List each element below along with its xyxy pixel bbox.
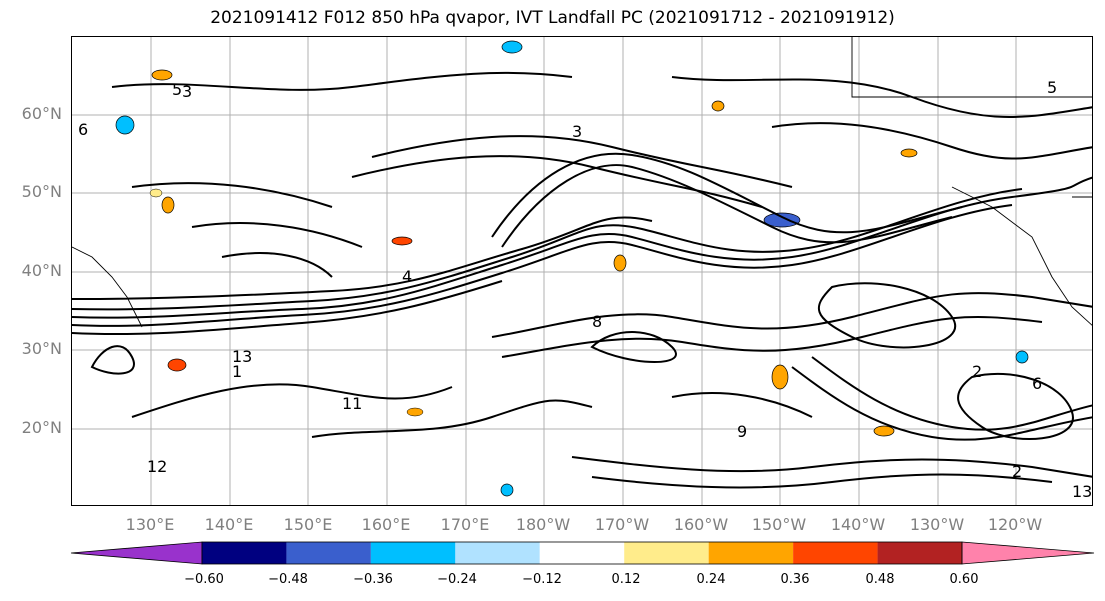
contour-label: 9 bbox=[737, 422, 747, 441]
colorbar-tick: 0.48 bbox=[865, 572, 895, 587]
contour-labels: 3 5 6 2 4 3 8 13 11 9 12 13 2 6 5 1 bbox=[78, 78, 1092, 501]
colorbar-tick: −0.24 bbox=[437, 572, 477, 587]
colorbar-segment bbox=[455, 542, 540, 564]
colorbar-segment bbox=[624, 542, 709, 564]
lon-label-140w: 140°W bbox=[830, 515, 886, 534]
contour-label: 5 bbox=[172, 80, 182, 99]
colorbar-tick: −0.36 bbox=[353, 572, 393, 587]
lon-label-150e: 150°E bbox=[283, 515, 333, 534]
lat-label-30: 30°N bbox=[21, 339, 62, 358]
map-panel: 3 5 6 2 4 3 8 13 11 9 12 13 2 6 5 1 bbox=[71, 36, 1093, 506]
lon-label-170w: 170°W bbox=[594, 515, 650, 534]
colorbar-segment bbox=[793, 542, 878, 564]
colorbar-extend-high bbox=[961, 541, 1095, 565]
contour-label: 13 bbox=[1072, 482, 1092, 501]
colorbar-tick: 0.12 bbox=[611, 572, 641, 587]
lon-label-140e: 140°E bbox=[204, 515, 254, 534]
contour-map: 3 5 6 2 4 3 8 13 11 9 12 13 2 6 5 1 bbox=[72, 37, 1092, 505]
contour-label: 5 bbox=[1047, 78, 1057, 97]
colorbar-segments bbox=[70, 541, 1095, 565]
plot-title: 2021091412 F012 850 hPa qvapor, IVT Land… bbox=[210, 8, 895, 28]
lon-label-160w: 160°W bbox=[673, 515, 729, 534]
colorbar-segment bbox=[708, 542, 794, 564]
contour-label: 3 bbox=[182, 82, 192, 101]
coastlines bbox=[72, 37, 1092, 328]
lon-label-120w: 120°W bbox=[987, 515, 1043, 534]
colorbar-extend-low bbox=[70, 541, 203, 565]
contour-label: 12 bbox=[147, 457, 167, 476]
lat-label-20: 20°N bbox=[21, 418, 62, 437]
lon-label-160e: 160°E bbox=[361, 515, 411, 534]
contour-label: 3 bbox=[572, 122, 582, 141]
colorbar-tick: 0.36 bbox=[780, 572, 810, 587]
colorbar-segment bbox=[877, 542, 962, 564]
colorbar-tick: −0.12 bbox=[522, 572, 562, 587]
contour-label: 2 bbox=[972, 362, 982, 381]
colorbar bbox=[70, 541, 1095, 565]
lon-label-180w: 180°W bbox=[515, 515, 571, 534]
contour-label: 2 bbox=[1012, 462, 1022, 481]
colorbar-tick: −0.60 bbox=[184, 572, 224, 587]
colorbar-segment bbox=[539, 542, 625, 564]
contour-label: 6 bbox=[1032, 374, 1042, 393]
lon-label-130w: 130°W bbox=[909, 515, 965, 534]
colorbar-tick: 0.60 bbox=[949, 572, 979, 587]
contour-label: 8 bbox=[592, 312, 602, 331]
contour-label: 4 bbox=[402, 267, 412, 286]
graticule bbox=[72, 37, 1092, 505]
lat-label-50: 50°N bbox=[21, 182, 62, 201]
contour-label: 1 bbox=[232, 362, 242, 381]
colorbar-outline bbox=[201, 541, 963, 565]
colorbar-tick: 0.24 bbox=[696, 572, 726, 587]
colorbar-segment bbox=[202, 542, 287, 564]
colorbar-segment bbox=[370, 542, 456, 564]
contour-label: 11 bbox=[342, 394, 362, 413]
lon-label-170e: 170°E bbox=[440, 515, 490, 534]
colorbar-tick: −0.48 bbox=[268, 572, 308, 587]
colorbar-segment bbox=[286, 542, 371, 564]
contour-label: 6 bbox=[78, 120, 88, 139]
lat-label-40: 40°N bbox=[21, 261, 62, 280]
contour-label: 13 bbox=[232, 347, 252, 366]
lon-label-150w: 150°W bbox=[751, 515, 807, 534]
qvapor-anomaly-fills bbox=[115, 40, 1029, 497]
lat-label-60: 60°N bbox=[21, 104, 62, 123]
lon-label-130e: 130°E bbox=[125, 515, 175, 534]
contour-lines bbox=[72, 71, 1092, 489]
